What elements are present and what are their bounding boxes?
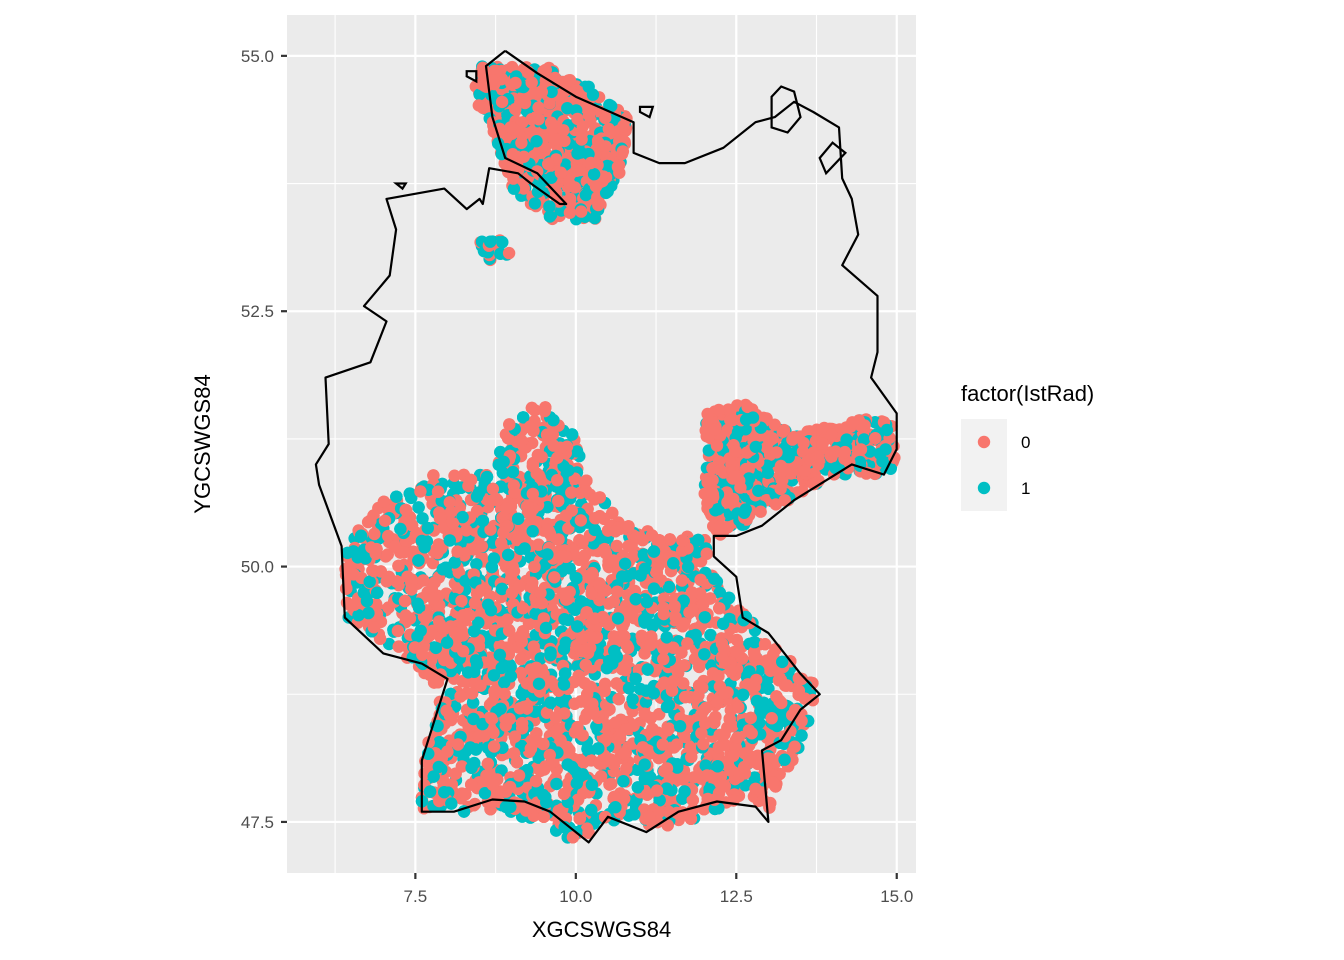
data-point xyxy=(509,76,522,90)
data-point xyxy=(601,159,614,173)
data-point xyxy=(576,120,589,133)
data-point xyxy=(495,95,509,109)
data-point xyxy=(382,637,396,651)
data-point xyxy=(532,101,545,114)
data-point xyxy=(593,491,606,504)
data-point xyxy=(403,487,416,500)
data-point xyxy=(525,76,538,89)
data-point xyxy=(530,135,543,148)
data-point xyxy=(506,148,519,161)
data-point xyxy=(579,188,593,202)
data-point xyxy=(611,160,625,174)
data-point xyxy=(427,469,440,482)
data-point xyxy=(587,168,601,181)
data-point xyxy=(546,122,559,136)
data-point xyxy=(504,121,517,134)
data-point xyxy=(531,185,545,198)
data-point xyxy=(570,84,583,97)
data-point xyxy=(545,171,558,184)
data-point xyxy=(528,197,542,210)
data-point xyxy=(472,99,485,112)
data-point xyxy=(525,113,538,126)
data-point xyxy=(543,97,556,110)
data-point xyxy=(570,164,583,177)
data-point xyxy=(568,181,581,194)
data-point xyxy=(704,628,717,642)
data-point xyxy=(543,210,557,223)
data-point xyxy=(563,206,577,219)
data-point xyxy=(578,549,592,562)
data-point xyxy=(531,165,544,178)
data-point xyxy=(557,124,570,137)
data-point xyxy=(599,150,612,163)
data-point xyxy=(592,136,605,149)
data-point xyxy=(549,133,562,146)
data-point xyxy=(616,145,630,158)
data-point xyxy=(426,556,440,570)
data-point xyxy=(588,211,601,225)
data-point xyxy=(517,150,530,163)
data-point xyxy=(543,200,556,213)
data-point xyxy=(518,96,532,110)
data-point xyxy=(392,640,405,653)
data-point xyxy=(539,63,552,77)
data-point xyxy=(605,99,618,113)
data-point xyxy=(621,641,635,655)
data-point xyxy=(584,156,597,170)
data-point xyxy=(602,122,615,136)
data-point xyxy=(542,157,555,171)
data-point xyxy=(564,192,577,206)
data-point xyxy=(379,550,392,563)
data-point xyxy=(626,693,639,706)
data-point xyxy=(535,85,548,99)
data-point xyxy=(605,777,618,790)
data-point xyxy=(617,119,630,133)
data-point xyxy=(575,133,588,146)
data-point xyxy=(545,85,558,99)
data-point xyxy=(554,166,568,179)
data-point xyxy=(599,111,612,125)
data-point xyxy=(448,469,461,482)
data-point xyxy=(515,136,528,150)
data-point xyxy=(589,180,603,193)
data-point xyxy=(515,116,529,129)
data-point xyxy=(547,181,561,194)
data-point xyxy=(571,147,584,160)
data-point xyxy=(575,205,588,218)
data-point xyxy=(525,401,539,415)
data-point xyxy=(556,75,569,89)
data-point xyxy=(592,194,605,207)
data-point xyxy=(507,182,521,195)
data-point xyxy=(597,170,610,183)
data-point xyxy=(561,102,574,115)
data-point xyxy=(684,740,698,753)
data-point xyxy=(505,60,519,74)
data-point xyxy=(599,186,613,200)
data-point xyxy=(509,102,522,116)
data-point xyxy=(586,88,600,101)
data-point xyxy=(713,586,726,599)
data-point xyxy=(370,597,383,611)
